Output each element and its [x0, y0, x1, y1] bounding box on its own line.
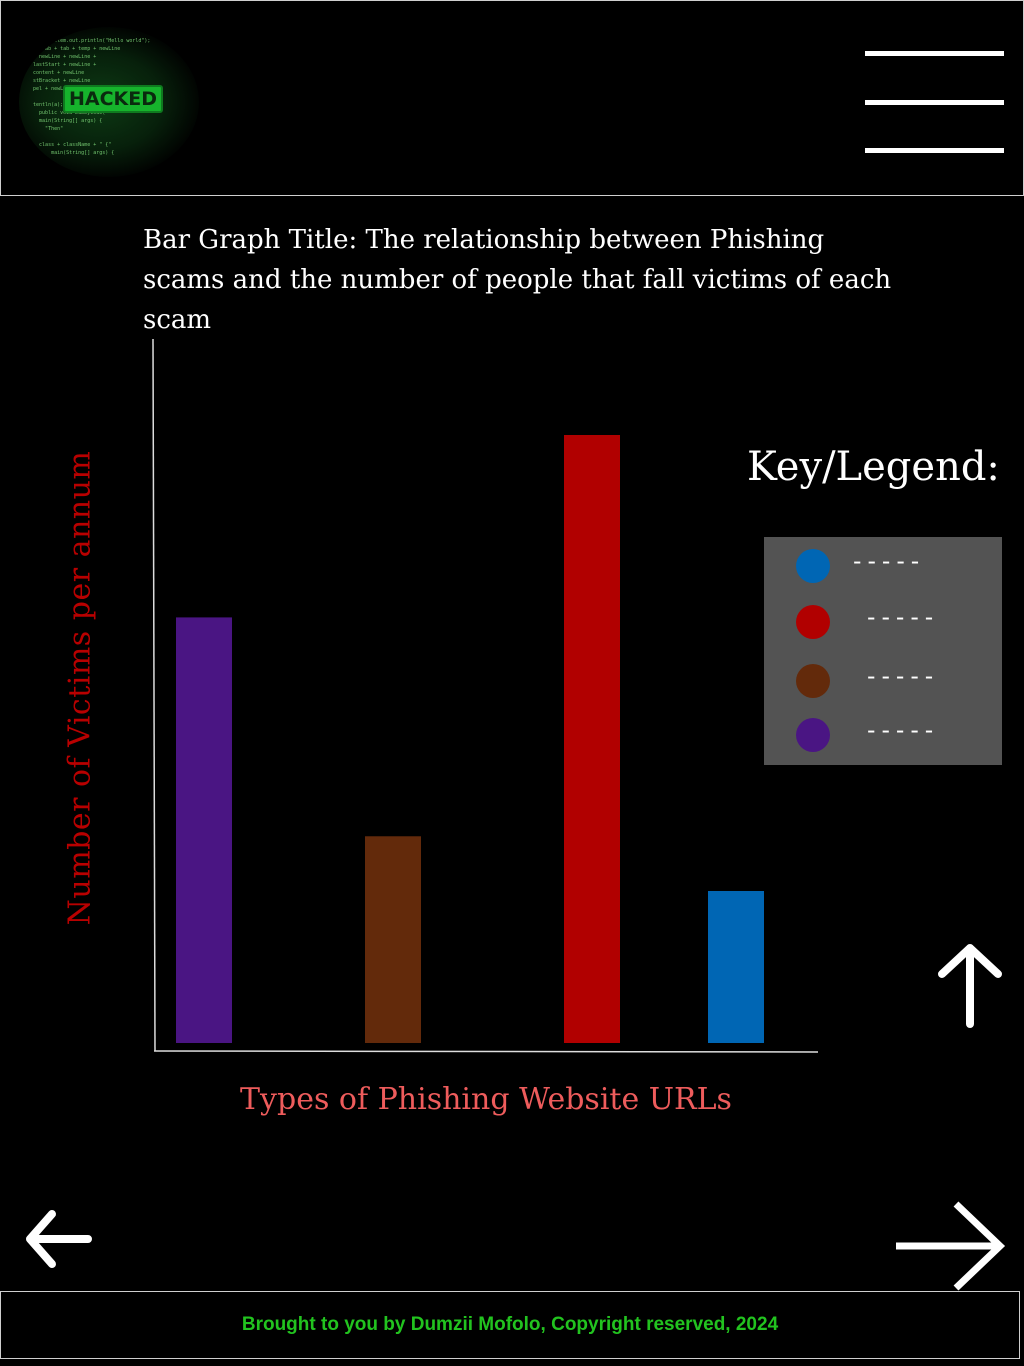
bar — [365, 836, 421, 1043]
legend-dot — [796, 605, 830, 639]
legend-item: ----- — [764, 660, 1002, 700]
hacked-logo: ystem.out.println("Hello world"); ab + t… — [19, 27, 199, 177]
header: ystem.out.println("Hello world"); ab + t… — [0, 0, 1024, 196]
x-axis-label: Types of Phishing Website URLs — [240, 1082, 732, 1117]
arrow-left-icon[interactable] — [22, 1206, 96, 1272]
legend-box: ----- ----- ----- ----- — [764, 537, 1002, 765]
legend-label: ----- — [850, 547, 923, 575]
legend-label: ----- — [864, 603, 937, 631]
bar — [708, 891, 764, 1043]
legend-dot — [796, 718, 830, 752]
legend-title: Key/Legend: — [747, 444, 1000, 490]
y-axis-line — [152, 338, 156, 1052]
hamburger-menu-icon[interactable] — [865, 51, 1005, 157]
logo-code-art: ystem.out.println("Hello world"); ab + t… — [33, 38, 151, 156]
logo-badge: HACKED — [63, 85, 164, 113]
bar — [176, 617, 232, 1043]
bar — [564, 435, 620, 1043]
arrow-up-icon[interactable] — [934, 940, 1006, 1030]
legend-label: ----- — [864, 716, 937, 744]
x-axis-line — [153, 1050, 819, 1053]
legend-item: ----- — [764, 545, 1002, 585]
arrow-right-icon[interactable] — [892, 1200, 1008, 1292]
chart-title: Bar Graph Title: The relationship betwee… — [143, 225, 892, 335]
legend-dot — [796, 664, 830, 698]
legend-dot — [796, 549, 830, 583]
legend-item: ----- — [764, 601, 1002, 641]
footer-copyright: Brought to you by Dumzii Mofolo, Copyrig… — [241, 1314, 779, 1335]
legend-label: ----- — [864, 662, 937, 690]
footer: Brought to you by Dumzii Mofolo, Copyrig… — [0, 1291, 1020, 1359]
legend-item: ----- — [764, 714, 1002, 754]
